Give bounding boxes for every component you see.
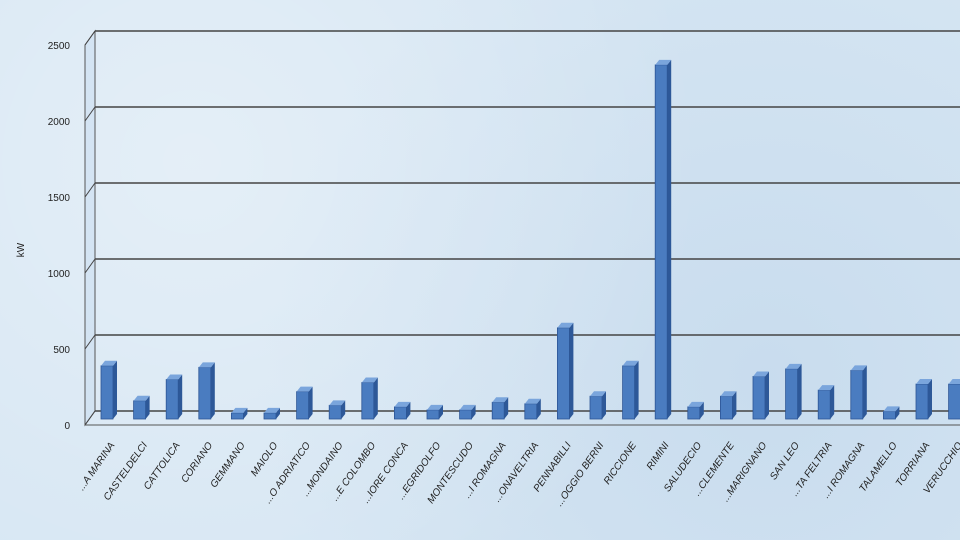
bar <box>850 365 867 420</box>
x-tick-label: RIMINI <box>645 440 672 472</box>
bar <box>296 386 313 420</box>
x-tick-label: MAIOLO <box>249 440 280 478</box>
bar <box>133 395 150 420</box>
bar <box>622 360 639 420</box>
side-wall <box>84 29 96 427</box>
y-tick-label: 500 <box>53 345 70 356</box>
bar <box>165 374 183 420</box>
gridline-side <box>84 410 96 426</box>
x-tick-label: SAN LEO <box>768 440 802 482</box>
bar <box>491 397 509 420</box>
bar <box>785 363 802 420</box>
y-tick-label: 2500 <box>48 41 71 52</box>
bar <box>720 391 737 420</box>
bar <box>361 377 378 420</box>
bar <box>589 391 606 420</box>
bar <box>557 322 574 420</box>
gridline-side <box>84 182 96 198</box>
x-tick-label: RICCIONE <box>602 440 639 487</box>
bar <box>198 362 215 420</box>
bar <box>654 59 672 420</box>
gridline-side <box>84 106 96 122</box>
x-tick-label: CORIANO <box>179 440 215 485</box>
bar <box>426 404 443 420</box>
bar <box>948 379 960 420</box>
bar <box>524 398 541 420</box>
y-tick-label: 2000 <box>48 117 71 128</box>
gridline-side <box>84 258 96 274</box>
bar <box>459 404 476 420</box>
bar <box>393 401 411 420</box>
bar <box>100 360 117 420</box>
bar <box>328 400 346 420</box>
bar <box>687 401 704 420</box>
bar <box>915 379 932 420</box>
bar <box>752 371 769 420</box>
y-tick-label: 1500 <box>48 193 71 204</box>
y-axis-label: kW <box>16 242 27 257</box>
bar <box>230 407 248 420</box>
gridline-side <box>84 334 96 350</box>
y-tick-label: 0 <box>64 421 70 432</box>
gridline-side <box>84 30 96 46</box>
y-tick-label: 1000 <box>48 269 71 280</box>
bar <box>883 406 900 420</box>
bar <box>263 407 280 420</box>
bar <box>817 385 835 420</box>
